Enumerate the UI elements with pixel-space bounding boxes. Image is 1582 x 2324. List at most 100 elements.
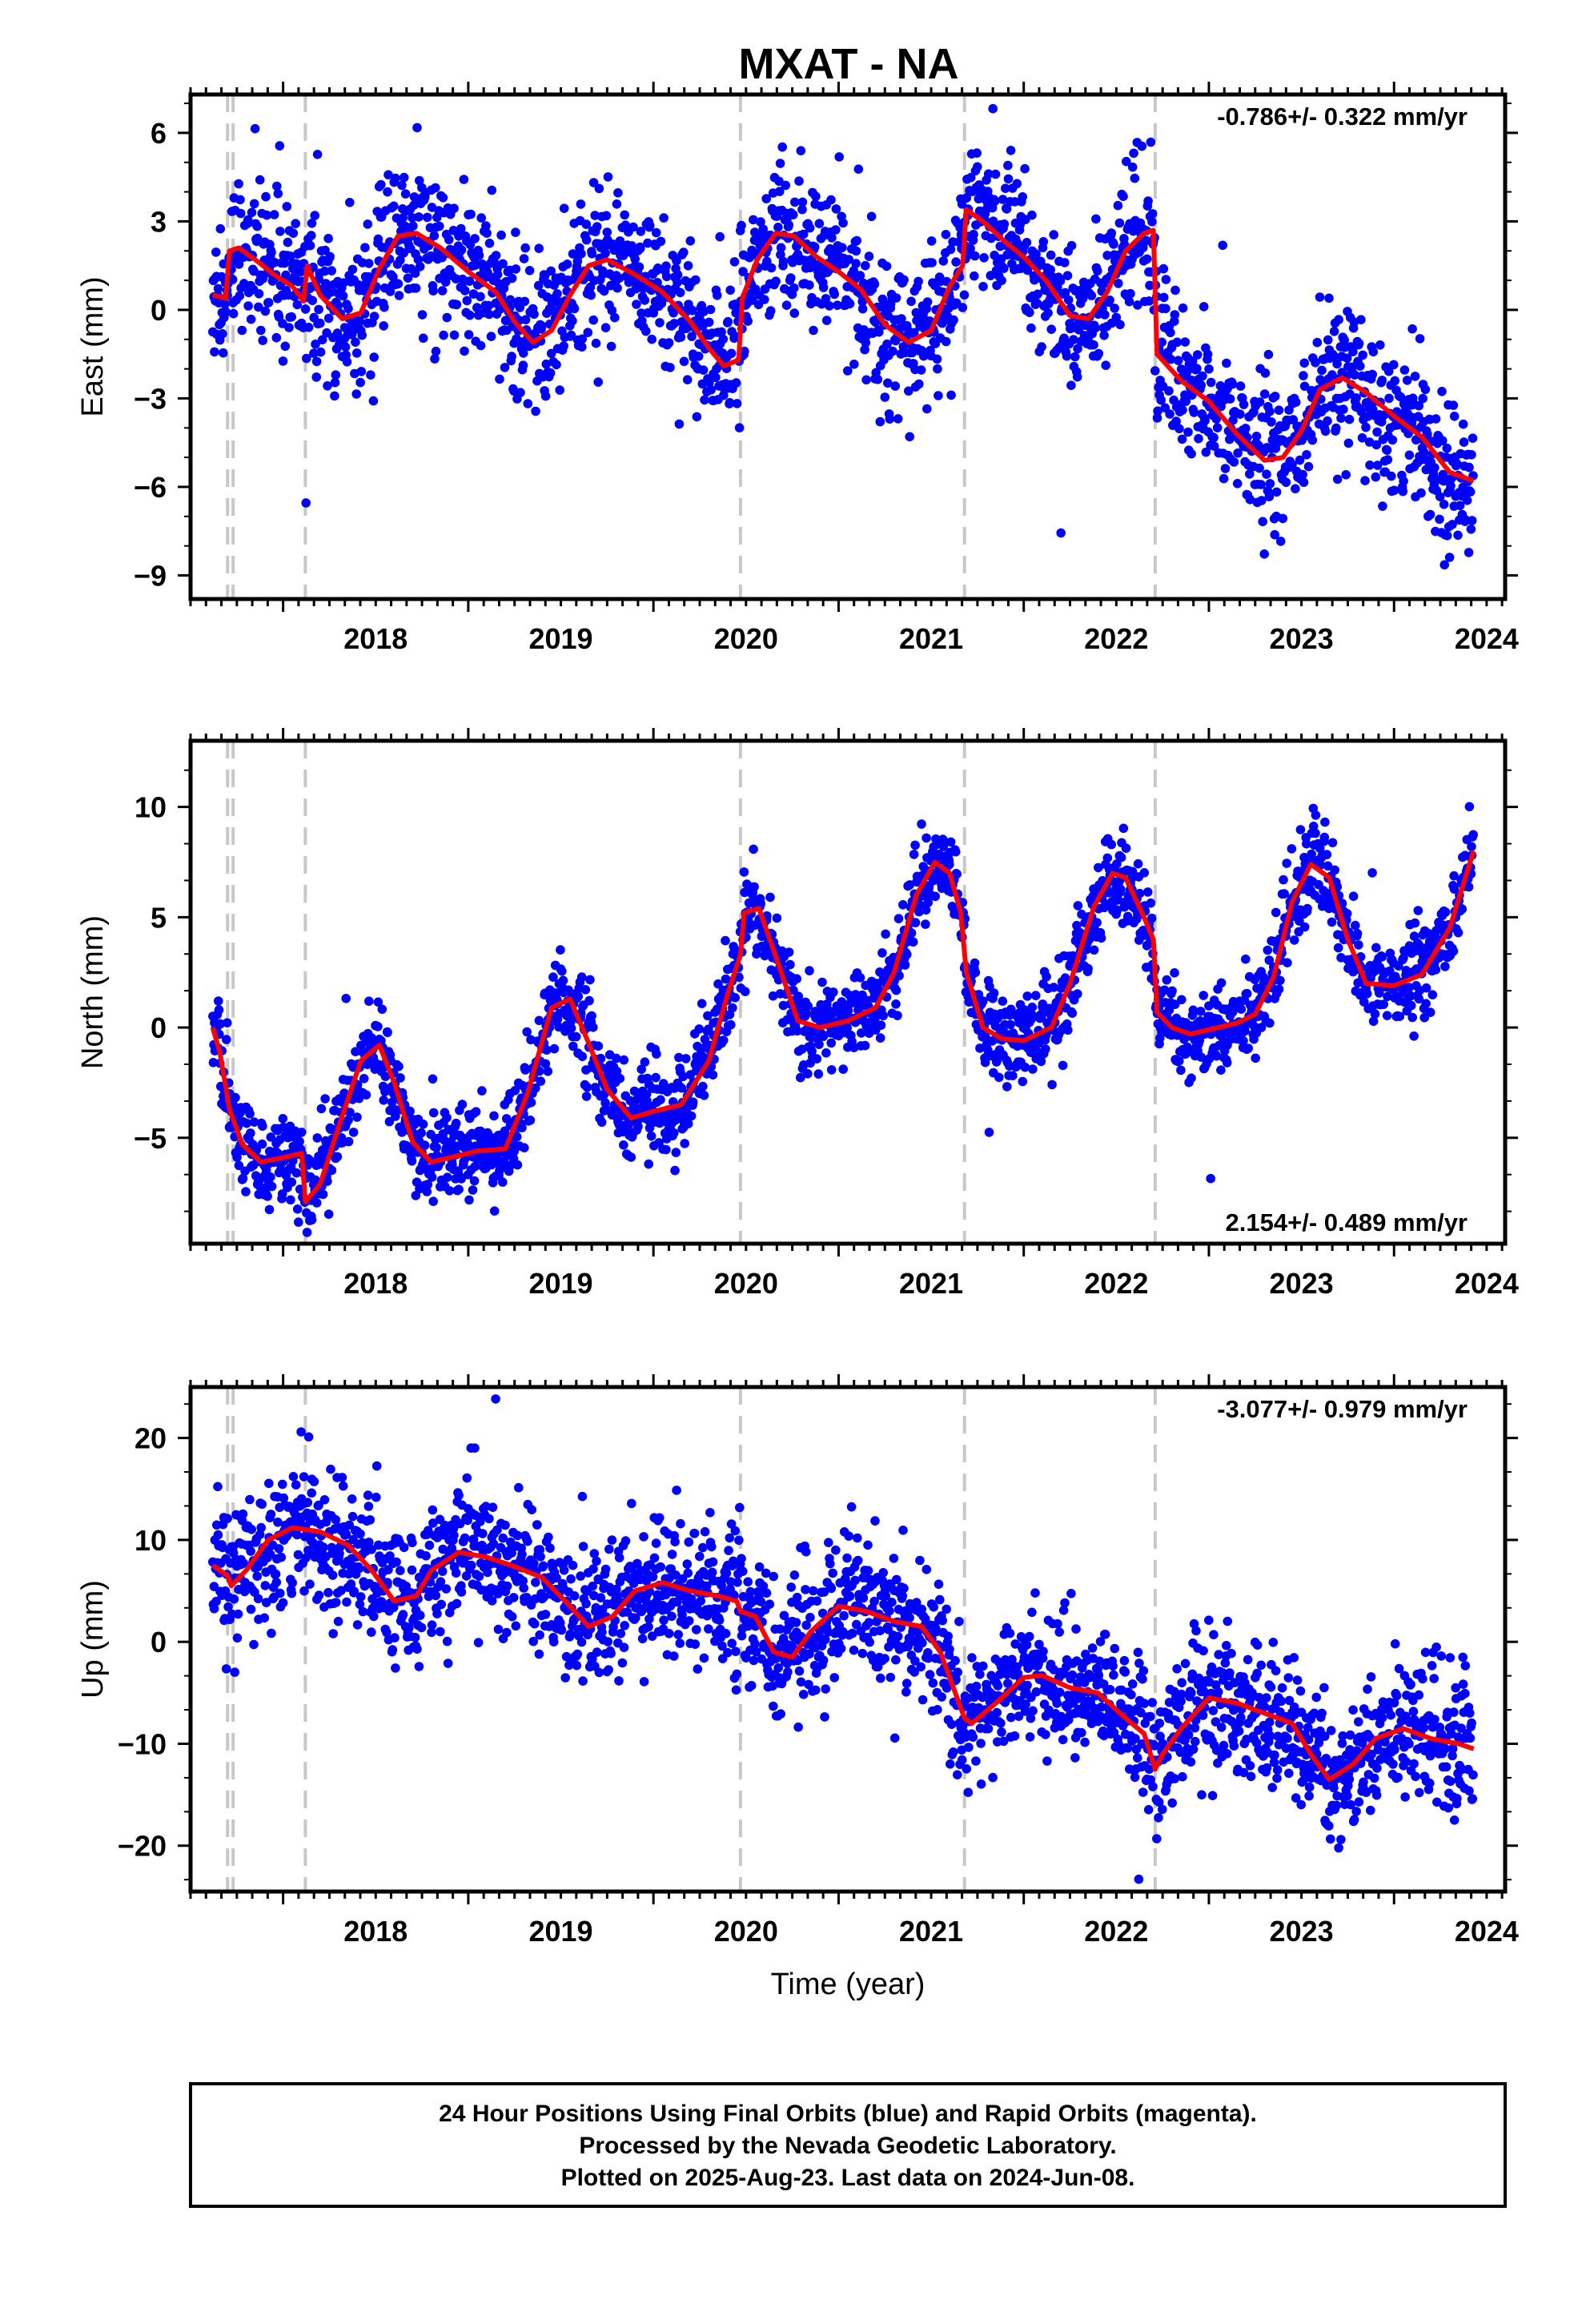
data-point [930,891,940,902]
data-point [588,1023,598,1032]
data-point [363,219,373,229]
data-point [258,336,268,345]
data-point [619,1140,628,1150]
data-point [296,1128,307,1137]
data-point [814,1039,824,1049]
data-point [1093,266,1102,276]
data-point [1038,237,1049,247]
data-point [405,1106,415,1116]
data-point [721,935,730,946]
data-point [1114,279,1123,288]
data-point [891,293,901,303]
data-point [669,1128,679,1138]
data-point [484,300,494,311]
data-point [766,263,777,273]
data-point [1283,958,1292,967]
data-point [259,1613,270,1623]
data-point [1112,905,1122,915]
data-point [481,221,491,231]
data-point [1334,315,1343,324]
data-point [249,1639,259,1650]
data-point [536,321,547,331]
data-point [1196,380,1207,390]
data-point [893,414,903,424]
data-point [844,255,853,264]
data-point [209,1604,219,1614]
data-point [1177,995,1186,1005]
data-point [1275,537,1286,546]
data-point [749,215,758,225]
data-point [1263,945,1273,955]
data-point [1083,963,1093,974]
data-point [1320,817,1330,827]
data-point [241,1187,251,1196]
data-point [476,340,486,351]
data-point [233,1609,243,1619]
data-point [1409,931,1419,941]
data-point [678,1072,688,1082]
data-point [557,966,567,976]
data-point [1001,183,1010,193]
data-point [221,1664,231,1674]
data-point [451,1118,461,1128]
data-point [1282,858,1291,868]
data-point [677,1083,687,1093]
data-point [1362,989,1372,999]
data-point [319,266,330,276]
data-point [1299,358,1309,368]
data-point [1058,1060,1068,1071]
data-point [821,294,831,304]
data-point [587,1011,596,1021]
data-point [422,1187,432,1196]
data-point [235,291,245,301]
data-point [273,1518,283,1527]
data-point [1176,1065,1186,1076]
data-point [1407,1012,1417,1023]
data-point [1279,875,1288,885]
data-point [973,162,982,172]
data-point [317,335,327,345]
data-point [1339,404,1348,414]
data-point [599,286,609,296]
data-point [428,1074,438,1084]
data-point [1114,218,1125,228]
data-point [454,231,464,241]
data-point [1299,922,1310,932]
data-point [1379,999,1388,1009]
data-point [1295,825,1306,834]
data-point [255,1530,265,1539]
data-point [797,197,808,207]
data-point [351,348,362,358]
data-point [1299,371,1308,380]
data-point [700,395,709,405]
data-point [938,256,949,266]
data-point [320,245,330,255]
data-point [1315,843,1325,854]
x-tick-label: 2019 [528,1267,592,1300]
data-point [449,330,460,340]
data-point [234,1160,244,1171]
data-point [789,283,799,293]
data-point [288,228,299,239]
data-point [314,1500,323,1510]
data-point [949,315,958,325]
data-point [1200,416,1210,426]
data-point [1153,406,1162,416]
data-point [1146,898,1156,908]
data-point [897,314,906,324]
data-point [974,990,984,999]
data-point [1281,477,1291,488]
data-point [562,259,572,269]
data-point [792,1026,802,1036]
data-point [1240,1026,1250,1036]
data-point [661,261,671,271]
data-point [1033,289,1042,300]
data-point [347,1494,357,1504]
data-point [1020,163,1030,174]
data-point [855,973,865,983]
data-point [749,882,759,892]
data-point [586,290,596,300]
data-point [938,842,949,851]
data-point [612,1053,621,1063]
